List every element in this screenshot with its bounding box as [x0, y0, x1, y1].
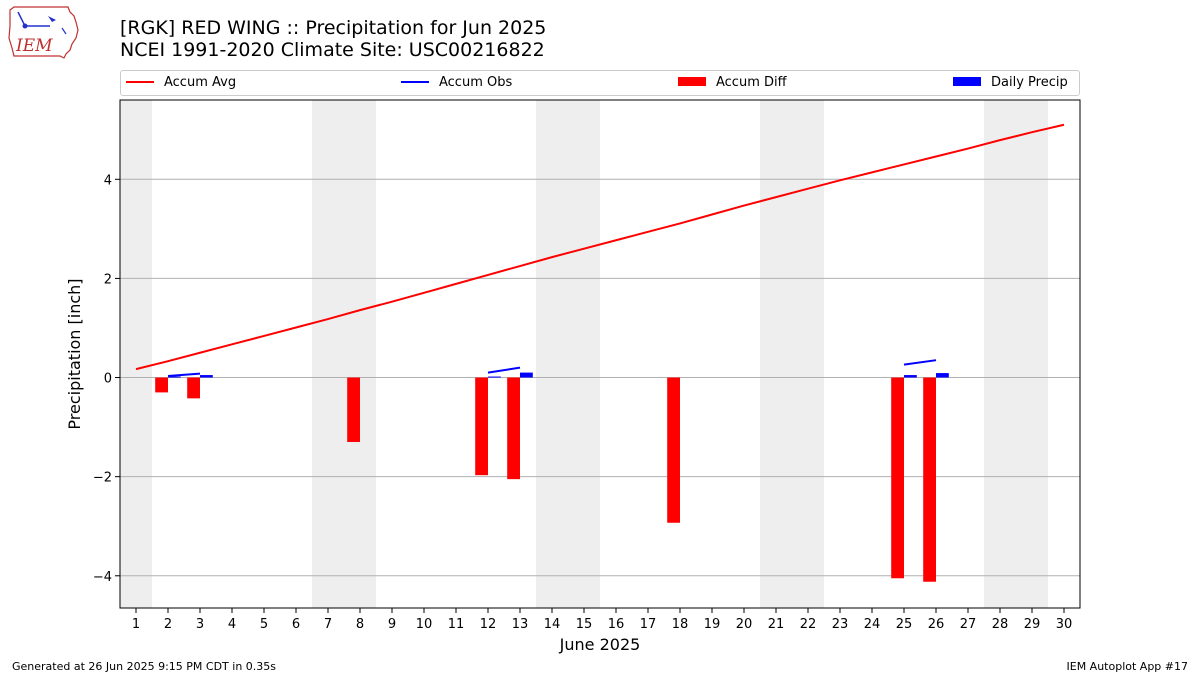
daily-precip-bar-day-2	[168, 376, 181, 378]
weekend-band-28	[984, 100, 1016, 608]
x-tick-label: 25	[896, 617, 913, 632]
legend-label-accum-obs: Accum Obs	[439, 75, 513, 90]
accum-diff-bar-day-2	[155, 377, 168, 393]
legend-item-daily-precip: Daily Precip	[953, 74, 1068, 92]
weekend-band-29	[1016, 100, 1048, 608]
y-tick-label: 2	[104, 272, 112, 287]
x-tick-label: 23	[832, 617, 849, 632]
x-tick-label: 20	[736, 617, 753, 632]
x-tick-label: 1	[132, 617, 140, 632]
bar-group	[155, 372, 949, 582]
accum-diff-bar-day-25	[891, 377, 904, 579]
daily-precip-bar-day-26	[936, 373, 949, 378]
x-tick-label: 3	[196, 617, 204, 632]
x-tick-label: 4	[228, 617, 236, 632]
legend-swatch-daily-precip	[953, 77, 981, 86]
accum-diff-bar-day-12	[475, 377, 488, 476]
x-tick-label: 17	[640, 617, 657, 632]
y-tick-label: 0	[104, 372, 112, 387]
x-tick-label: 14	[544, 617, 561, 632]
weekend-band-15	[568, 100, 600, 608]
weekend-band-14	[536, 100, 568, 608]
weekend-band-22	[792, 100, 824, 608]
x-tick-label: 2	[164, 617, 172, 632]
accum-diff-bar-day-8	[347, 377, 360, 442]
chart-title-line2: NCEI 1991-2020 Climate Site: USC00216822	[120, 39, 545, 61]
chart-legend: Accum Avg Accum Obs Accum Diff Daily Pre…	[120, 70, 1080, 96]
x-tick-label: 8	[356, 617, 364, 632]
x-tick-label: 27	[960, 617, 977, 632]
weekend-band-7	[312, 100, 344, 608]
legend-item-accum-avg: Accum Avg	[126, 74, 236, 92]
accum-obs-segment-2	[903, 359, 937, 366]
x-tick-label: 9	[388, 617, 396, 632]
weekend-shading-group	[120, 100, 1048, 608]
accum-diff-bar-day-3	[187, 377, 200, 399]
daily-precip-bar-day-12	[488, 376, 501, 378]
y-tick-label: 4	[104, 173, 112, 188]
footer-app: IEM Autoplot App #17	[1066, 660, 1189, 673]
x-tick-label: 11	[448, 617, 465, 632]
accum-avg-line	[135, 123, 1065, 371]
y-tick-label: −4	[93, 570, 112, 585]
x-tick-label: 5	[260, 617, 268, 632]
daily-precip-bar-day-25	[904, 375, 917, 378]
accum-obs-segment-0	[167, 372, 201, 378]
plot-frame	[119, 99, 1081, 609]
x-tick-label: 21	[768, 617, 785, 632]
accum-diff-bar-day-13	[507, 377, 520, 480]
x-tick-label: 30	[1056, 617, 1073, 632]
line-group	[135, 123, 1065, 378]
accum-obs-segment-1	[487, 366, 521, 374]
x-tick-label: 24	[864, 617, 881, 632]
gridline-group	[120, 178, 1080, 577]
x-tick-label: 26	[928, 617, 945, 632]
x-tick-label: 7	[324, 617, 332, 632]
legend-item-accum-obs: Accum Obs	[401, 74, 512, 92]
weekend-band-8	[344, 100, 376, 608]
x-tick-label: 12	[480, 617, 497, 632]
y-axis-label: Precipitation [inch]	[65, 278, 84, 429]
y-tick-label: −2	[93, 471, 112, 486]
legend-label-accum-avg: Accum Avg	[164, 75, 237, 90]
x-tick-label: 29	[1024, 617, 1041, 632]
weekend-band-21	[760, 100, 792, 608]
daily-precip-bar-day-13	[520, 372, 533, 378]
x-tick-label: 6	[292, 617, 300, 632]
legend-label-daily-precip: Daily Precip	[991, 75, 1068, 90]
x-tick-label: 19	[704, 617, 721, 632]
legend-item-accum-diff: Accum Diff	[678, 74, 787, 92]
footer-generated: Generated at 26 Jun 2025 9:15 PM CDT in …	[12, 660, 277, 673]
weekend-band-1	[120, 100, 152, 608]
x-tick-label: 15	[576, 617, 593, 632]
accum-diff-bar-day-26	[923, 377, 936, 582]
accum-diff-bar-day-18	[667, 377, 680, 523]
x-tick-label: 13	[512, 617, 529, 632]
logo-text: IEM	[15, 36, 53, 56]
legend-swatch-accum-diff	[678, 77, 706, 86]
iem-logo: IEM	[8, 6, 79, 59]
legend-swatch-accum-obs	[401, 80, 429, 83]
x-tick-label: 22	[800, 617, 817, 632]
x-tick-label: 10	[416, 617, 433, 632]
x-axis-label: June 2025	[559, 635, 641, 654]
chart-title-line1: [RGK] RED WING :: Precipitation for Jun …	[120, 17, 547, 39]
x-tick-label: 16	[608, 617, 625, 632]
daily-precip-bar-day-3	[200, 375, 213, 378]
legend-swatch-accum-avg	[126, 80, 154, 83]
x-tick-label: 18	[672, 617, 689, 632]
legend-label-accum-diff: Accum Diff	[716, 75, 787, 90]
x-tick-label: 28	[992, 617, 1009, 632]
